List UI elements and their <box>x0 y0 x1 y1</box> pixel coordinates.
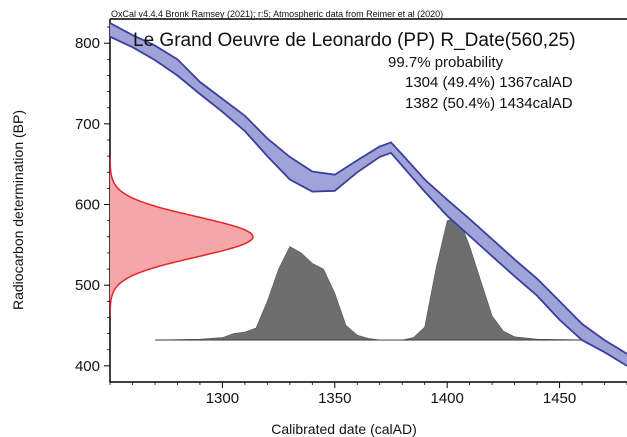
calibrated-distribution <box>154 216 594 341</box>
range-label-1: 1304 (49.4%) 1367calAD <box>405 74 573 91</box>
header-credit: OxCal v4.4.4 Bronk Ramsey (2021); r:5; A… <box>111 9 443 19</box>
y-tick-label-600: 600 <box>75 197 100 214</box>
range-label-2: 1382 (50.4%) 1434calAD <box>405 95 573 112</box>
radiocarbon-date-fill <box>110 156 253 318</box>
x-tick-label-1450: 1450 <box>543 390 576 407</box>
x-tick-label-1400: 1400 <box>430 390 463 407</box>
calibration-curve-lower <box>110 35 627 367</box>
range-bracket-1 <box>231 382 373 388</box>
y-tick-label-800: 800 <box>75 35 100 52</box>
x-tick-label-1350: 1350 <box>318 390 351 407</box>
plot-area <box>110 22 627 388</box>
axis-ticks: 1300 1350 1400 1450 400 500 600 700 800 <box>75 26 627 407</box>
x-axis-title: Calibrated date (calAD) <box>271 421 417 437</box>
y-tick-label-500: 500 <box>75 277 100 294</box>
radiocarbon-date-outline <box>110 156 254 318</box>
x-tick-label-1300: 1300 <box>206 390 239 407</box>
calibration-curve-band <box>110 23 627 366</box>
y-tick-label-700: 700 <box>75 116 100 133</box>
probability-label: 99.7% probability <box>388 54 504 71</box>
y-axis-title: Radiocarbon determination (BP) <box>10 110 26 310</box>
calibration-curve-upper <box>110 22 627 355</box>
y-tick-label-400: 400 <box>75 358 100 375</box>
chart-title: Le Grand Oeuvre de Leonardo (PP) R_Date(… <box>133 30 576 51</box>
range-bracket-2 <box>407 382 524 388</box>
